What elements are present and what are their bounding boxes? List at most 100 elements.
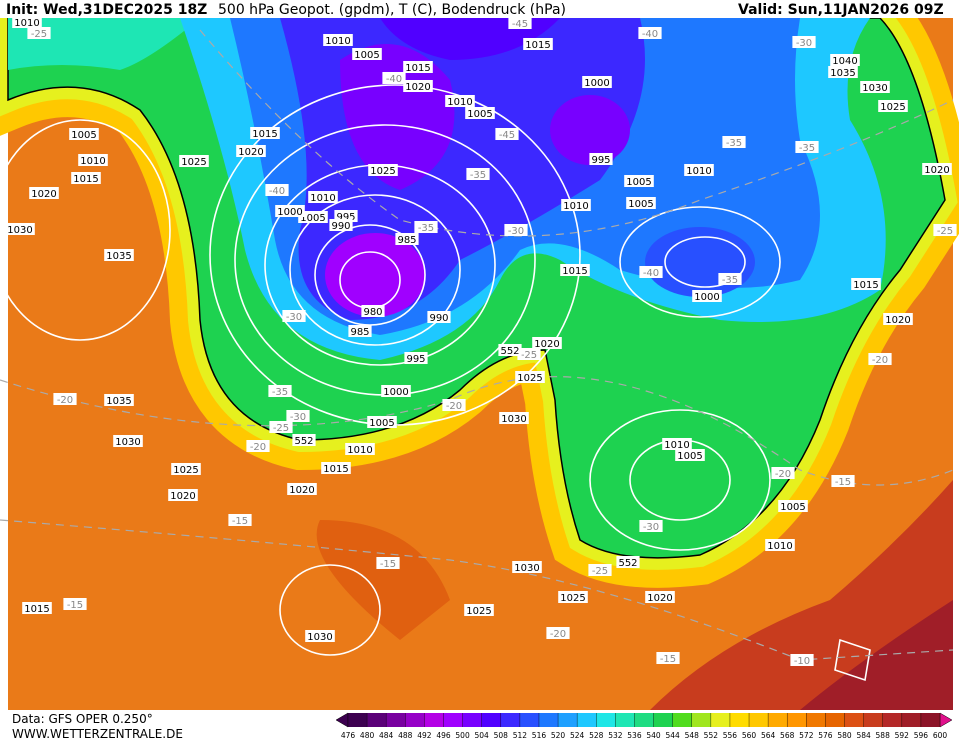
pressure-label: 1025 (560, 593, 585, 604)
pressure-label-box (560, 264, 590, 276)
pressure-label-box (348, 325, 372, 337)
isobar (834, 638, 871, 682)
colorbar-tick-label: 508 (494, 731, 509, 740)
temperature-label: -45 (499, 130, 515, 141)
temperature-label-box (722, 136, 746, 148)
colorbar-tick-label: 580 (837, 731, 852, 740)
colorbar-swatch (367, 713, 387, 727)
colorbar-swatch (653, 713, 673, 727)
colorbar-tick-label: 540 (646, 731, 661, 740)
geopotential-label: 552 (500, 346, 519, 357)
temperature-label-box (268, 385, 292, 397)
temperature-label-box (546, 627, 570, 639)
colorbar-swatch (519, 713, 540, 727)
temperature-label: -15 (67, 600, 83, 611)
temperature-label-box (282, 310, 306, 322)
colorbar: 476 480 484 488 492 496 500 504 508 512 516 520 524 5… (335, 712, 953, 740)
temperature-label-box (265, 184, 289, 196)
pressure-label-box (113, 435, 143, 447)
pressure-label: 990 (429, 313, 448, 324)
colorbar-tick-label: 552 (704, 731, 719, 740)
pressure-label-box (168, 489, 198, 501)
colorbar-swatch (538, 713, 559, 727)
pressure-label-box (22, 602, 52, 614)
pressure-label: 1015 (853, 280, 878, 291)
temperature-label: -15 (660, 654, 676, 665)
colorbar-tick-label: 512 (513, 731, 528, 740)
temperature-label-box (638, 27, 662, 39)
pressure-label: 1005 (467, 109, 492, 120)
temperature-label-box (466, 168, 490, 180)
colorbar-tick-label: 560 (742, 731, 757, 740)
pressure-label: 1020 (238, 147, 263, 158)
pressure-label: 1015 (405, 63, 430, 74)
temperature-label: -40 (386, 74, 402, 85)
pressure-label-box (71, 172, 101, 184)
pressure-label-box (675, 449, 705, 461)
temperature-label: -35 (418, 223, 434, 234)
map-title: 500 hPa Geopot. (gpdm), T (C), Bodendruc… (218, 2, 566, 18)
colorbar-tick-label: 496 (436, 731, 451, 740)
pressure-label: 1010 (664, 440, 689, 451)
temperature-label: -25 (273, 423, 289, 434)
colorbar-tick-label: 488 (398, 731, 413, 740)
pressure-label-box (321, 462, 351, 474)
pressure-label: 1030 (501, 414, 526, 425)
temperature-label-box (53, 393, 77, 405)
pressure-label-box (308, 191, 338, 203)
pressure-label: 1035 (106, 396, 131, 407)
colorbar-swatch (863, 713, 884, 727)
pressure-label-box (179, 155, 209, 167)
init-text: Init: Wed,31DEC2025 18Z (6, 2, 207, 18)
pressure-label-box (305, 630, 335, 642)
temperature-label-box (517, 348, 541, 360)
colorbar-tick-label: 500 (455, 731, 470, 740)
pressure-label: 1010 (347, 445, 372, 456)
pressure-label-box (236, 145, 266, 157)
pressure-label: 1020 (170, 491, 195, 502)
pressure-label-box (561, 199, 591, 211)
colorbar-swatch (825, 713, 845, 727)
pressure-label: 985 (397, 235, 416, 246)
pressure-label: 1025 (466, 606, 491, 617)
colorbar-tick-label: 476 (341, 731, 356, 740)
pressure-label: 1005 (71, 130, 96, 141)
isobar (0, 119, 171, 341)
temperature-label: -40 (269, 186, 285, 197)
pressure-label: 1010 (686, 166, 711, 177)
field-cyan-nw (8, 18, 200, 70)
colorbar-swatch (901, 713, 922, 727)
pressure-label-box (104, 249, 134, 261)
pressure-label: 1035 (106, 251, 131, 262)
pressure-label: 1005 (677, 451, 702, 462)
pressure-label-box (778, 500, 808, 512)
pressure-label-box (171, 463, 201, 475)
pressure-label: 1010 (80, 156, 105, 167)
pressure-label-box (464, 604, 494, 616)
colorbar-swatch (424, 713, 444, 727)
pressure-label: 1015 (525, 40, 550, 51)
pressure-label-box (645, 591, 675, 603)
pressure-label-box (403, 80, 433, 92)
pressure-label: 1005 (300, 213, 325, 224)
isobar (664, 236, 746, 288)
colorbar-tick-label: 516 (532, 731, 547, 740)
pressure-label-box (922, 163, 952, 175)
colorbar-swatch (691, 713, 712, 727)
temperature-label-box (286, 410, 310, 422)
temperature-label: -35 (470, 170, 486, 181)
colorbar-tick-label: 596 (914, 731, 929, 740)
pressure-label: 1015 (24, 604, 49, 615)
temperature-label: -25 (592, 566, 608, 577)
pressure-label-box (78, 154, 108, 166)
field-purple-core (325, 233, 425, 317)
pressure-label-box (275, 205, 305, 217)
temperature-label-box (269, 421, 293, 433)
temperature-label: -40 (642, 29, 658, 40)
site-name: WWW.WETTERZENTRALE.DE (12, 727, 183, 741)
pressure-label-box (582, 76, 612, 88)
temperature-label: -30 (290, 412, 306, 423)
temperature-label-box (933, 224, 957, 236)
temperature-label-box (27, 27, 51, 39)
pressure-label: 1005 (780, 502, 805, 513)
